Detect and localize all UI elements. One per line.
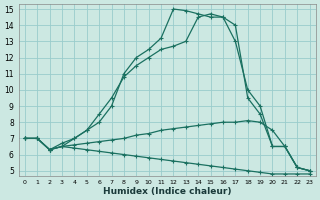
X-axis label: Humidex (Indice chaleur): Humidex (Indice chaleur) — [103, 187, 231, 196]
